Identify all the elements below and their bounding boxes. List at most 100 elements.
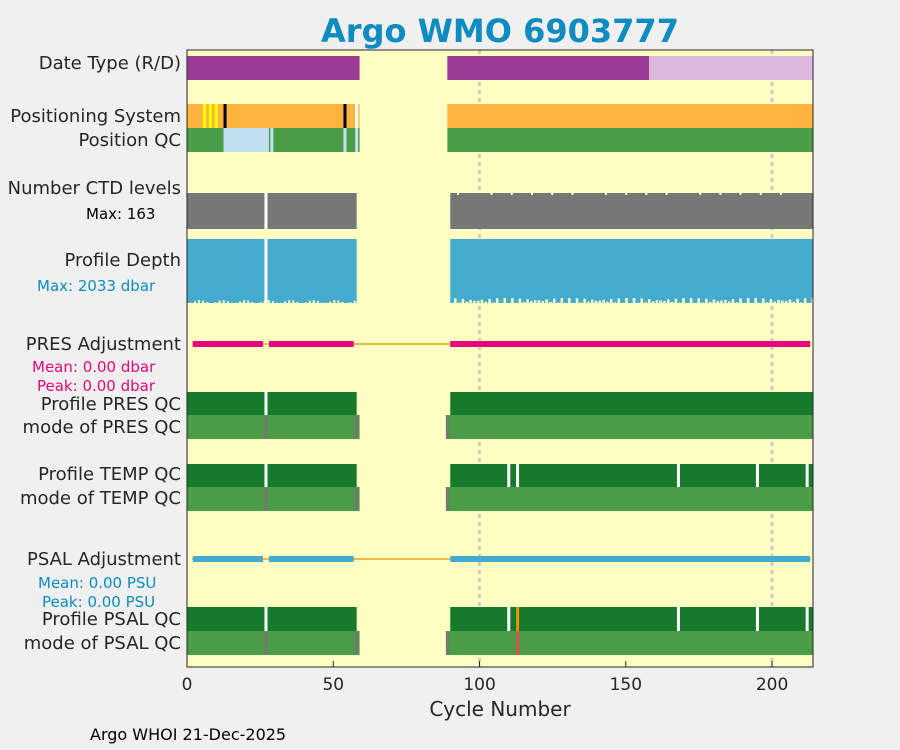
status-segment <box>450 392 813 415</box>
cycle-mark <box>264 631 268 655</box>
depth-edge-notch <box>792 301 796 303</box>
depth-edge-notch <box>773 301 777 303</box>
cycle-mark <box>445 415 449 439</box>
x-tick-label: 200 <box>755 675 789 695</box>
ctd-edge-notch <box>699 193 702 195</box>
status-segment <box>450 239 813 303</box>
depth-edge-notch <box>674 298 678 303</box>
row-label-psal-adjustment: PSAL Adjustment <box>26 549 181 570</box>
depth-edge-notch <box>473 300 476 303</box>
ctd-edge-notch <box>645 193 648 195</box>
depth-edge-notch <box>651 301 655 303</box>
row-label-position-qc: Position QC <box>78 130 181 151</box>
depth-edge-notch <box>308 300 311 303</box>
depth-edge-notch <box>552 298 556 303</box>
status-segment <box>450 341 811 347</box>
psal-peak-label: Peak: 0.00 PSU <box>42 593 156 611</box>
cycle-mark <box>264 487 268 511</box>
ctd-edge-notch <box>490 193 493 195</box>
depth-edge-notch <box>247 300 250 303</box>
status-segment <box>187 607 357 631</box>
depth-edge-notch <box>484 301 487 303</box>
psal-mean-label: Mean: 0.00 PSU <box>38 574 157 592</box>
depth-edge-notch <box>594 300 598 303</box>
footer-credit: Argo WHOI 21-Dec-2025 <box>90 725 287 744</box>
depth-edge-notch <box>329 301 332 303</box>
cycle-mark <box>264 464 268 487</box>
row-label-profile-pres-qc: Profile PRES QC <box>40 394 181 415</box>
depth-edge-notch <box>583 298 586 303</box>
depth-edge-notch <box>735 302 738 303</box>
ctd-edge-notch <box>551 193 554 195</box>
depth-edge-notch <box>575 298 579 303</box>
ctd-edge-notch <box>571 193 574 195</box>
row-label-positioning-system: Positioning System <box>10 106 181 127</box>
x-tick-label: 100 <box>463 675 496 695</box>
cycle-mark <box>343 104 347 128</box>
depth-edge-notch <box>602 299 605 303</box>
cycle-mark <box>507 607 511 631</box>
depth-edge-notch <box>731 299 735 303</box>
status-segment <box>187 487 360 511</box>
row-label-profile-depth: Profile Depth <box>64 250 181 271</box>
depth-edge-notch <box>560 298 564 303</box>
depth-edge-notch <box>480 299 484 303</box>
row-label-mode-temp-qc: mode of TEMP QC <box>19 488 181 509</box>
depth-edge-notch <box>765 302 769 303</box>
cycle-mark <box>264 607 268 631</box>
depth-edge-notch <box>226 301 229 303</box>
row-label-mode-pres-qc: mode of PRES QC <box>22 417 181 438</box>
status-segment <box>187 239 357 303</box>
cycle-mark <box>264 193 268 229</box>
depth-edge-notch <box>587 301 590 303</box>
depth-edge-notch <box>284 301 287 303</box>
depth-edge-notch <box>214 302 217 303</box>
depth-edge-notch <box>689 298 693 303</box>
depth-edge-notch <box>655 300 659 303</box>
depth-edge-notch <box>769 299 773 303</box>
max-depth-label: Max: 2033 dbar <box>37 277 156 295</box>
x-tick-label: 0 <box>181 675 193 695</box>
cycle-mark <box>208 104 212 128</box>
cycle-mark <box>516 607 520 631</box>
depth-edge-notch <box>271 301 274 303</box>
depth-edge-notch <box>613 302 617 303</box>
depth-edge-notch <box>762 298 765 303</box>
x-axis-label: Cycle Number <box>429 697 571 721</box>
depth-edge-notch <box>712 299 716 303</box>
depth-edge-notch <box>511 298 514 303</box>
depth-edge-notch <box>206 302 209 303</box>
depth-edge-notch <box>288 300 291 303</box>
depth-edge-notch <box>724 300 727 303</box>
depth-edge-notch <box>341 301 344 303</box>
plot-border <box>186 49 814 668</box>
depth-edge-notch <box>530 301 533 303</box>
ctd-edge-notch <box>665 193 668 195</box>
depth-edge-notch <box>697 298 700 303</box>
cycle-mark <box>676 607 680 631</box>
status-segment <box>192 556 264 562</box>
status-segment <box>450 464 813 487</box>
status-segment <box>187 631 360 655</box>
status-segment <box>450 556 811 562</box>
cycle-mark <box>270 128 274 152</box>
depth-edge-notch <box>251 302 254 303</box>
row-label-pres-adjustment: PRES Adjustment <box>25 334 181 355</box>
depth-edge-notch <box>640 298 643 303</box>
depth-edge-notch <box>198 300 201 303</box>
depth-edge-notch <box>349 302 352 303</box>
ctd-edge-notch <box>531 193 534 195</box>
cycle-mark <box>805 464 809 487</box>
depth-edge-notch <box>461 298 465 303</box>
depth-edge-notch <box>492 302 495 303</box>
depth-edge-notch <box>495 298 499 303</box>
status-segment <box>447 104 813 128</box>
depth-edge-notch <box>476 300 480 303</box>
status-segment <box>187 193 357 229</box>
depth-edge-notch <box>267 300 270 303</box>
depth-edge-notch <box>777 299 780 303</box>
status-segment <box>225 128 269 152</box>
depth-edge-notch <box>333 300 336 303</box>
depth-edge-notch <box>545 299 548 303</box>
